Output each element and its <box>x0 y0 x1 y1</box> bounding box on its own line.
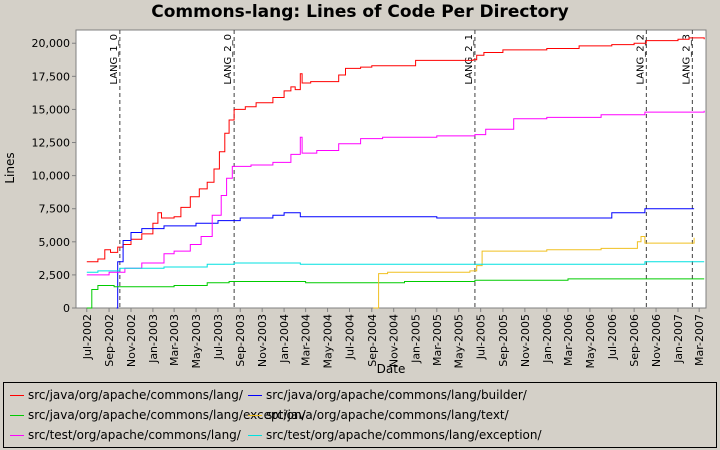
chart-plot: 0 2,500 5,000 7,500 10,000 12,500 15,000 17,500… <box>3 29 707 376</box>
legend-label: src/test/org/apache/commons/lang/excepti… <box>266 428 542 442</box>
release-marker-label: LANG_2_1 <box>464 34 475 85</box>
y-tick-label: 5,000 <box>39 236 71 249</box>
x-tick-label: May-2006 <box>584 314 597 369</box>
y-tick-label: 2,500 <box>39 269 71 282</box>
x-tick-label: Sep-2003 <box>234 314 247 367</box>
y-axis: 0 2,500 5,000 7,500 10,000 12,500 15,000 17,500… <box>32 37 76 315</box>
x-tick-label: Sep-2002 <box>103 314 116 367</box>
x-tick-label: Mar-2005 <box>431 314 444 366</box>
x-tick-label: Jul-2002 <box>81 314 94 360</box>
series-line-4 <box>86 110 705 276</box>
y-tick-label: 12,500 <box>32 137 71 150</box>
x-tick-label: Jan-2005 <box>410 314 423 364</box>
x-axis: Jul-2002 Sep-2002 Nov-2002 Jan-2003 Mar-2003… <box>81 308 706 369</box>
chart-title: Commons-lang: Lines of Code Per Director… <box>151 2 569 22</box>
y-tick-label: 7,500 <box>39 203 71 216</box>
x-tick-label: May-2003 <box>190 314 203 369</box>
y-tick-label: 20,000 <box>32 37 71 50</box>
legend: src/java/org/apache/commons/lang/src/jav… <box>3 382 717 448</box>
series-line-0 <box>86 37 705 263</box>
legend-item: src/test/org/apache/commons/lang/ <box>10 426 241 444</box>
legend-item: src/java/org/apache/commons/lang/builder… <box>248 386 527 404</box>
x-tick-label: Jul-2005 <box>475 314 488 360</box>
series-line-5 <box>86 261 705 273</box>
x-tick-label: Nov-2004 <box>388 314 401 367</box>
y-axis-label: Lines <box>3 152 17 183</box>
series-line-2 <box>86 278 705 309</box>
legend-label: src/java/org/apache/commons/lang/ <box>28 388 243 402</box>
x-tick-label: Nov-2005 <box>519 314 532 367</box>
x-tick-label: Jan-2004 <box>278 314 291 364</box>
series-line-3 <box>373 236 695 309</box>
x-tick-label: Mar-2007 <box>693 314 706 366</box>
x-tick-label: Jul-2006 <box>606 314 619 360</box>
release-marker-label: LANG_2_0 <box>223 34 234 85</box>
series-lines <box>86 37 705 309</box>
x-tick-label: Sep-2006 <box>628 314 641 367</box>
x-tick-label: Nov-2006 <box>650 314 663 367</box>
x-tick-label: Sep-2005 <box>497 314 510 367</box>
x-tick-label: Nov-2002 <box>125 314 138 367</box>
release-marker-label: LANG_2_3 <box>681 34 692 85</box>
legend-label: src/java/org/apache/commons/lang/excepti… <box>28 408 306 422</box>
release-marker-label: LANG_1_0 <box>109 34 120 85</box>
x-tick-label: May-2004 <box>322 314 335 369</box>
release-marker-label: LANG_2_2 <box>635 34 646 85</box>
legend-swatch <box>10 415 24 416</box>
x-tick-label: Mar-2004 <box>300 314 313 366</box>
series-line-1 <box>116 208 695 309</box>
legend-swatch <box>10 435 24 436</box>
x-axis-label: Date <box>377 362 406 376</box>
x-tick-label: Mar-2006 <box>562 314 575 366</box>
legend-item: src/java/org/apache/commons/lang/text/ <box>248 406 509 424</box>
x-tick-label: Jan-2003 <box>147 314 160 364</box>
x-tick-label: Jul-2004 <box>343 314 356 360</box>
legend-label: src/java/org/apache/commons/lang/text/ <box>266 408 509 422</box>
legend-item: src/java/org/apache/commons/lang/excepti… <box>10 406 306 424</box>
legend-swatch <box>248 395 262 396</box>
plot-area <box>75 29 707 309</box>
x-tick-label: Jan-2006 <box>541 314 554 364</box>
x-tick-label: Jul-2003 <box>212 314 225 360</box>
x-tick-label: Jan-2007 <box>672 314 685 364</box>
y-tick-label: 10,000 <box>32 170 71 183</box>
x-tick-label: May-2005 <box>453 314 466 369</box>
x-tick-label: Mar-2003 <box>168 314 181 366</box>
y-tick-label: 15,000 <box>32 103 71 116</box>
y-tick-label: 17,500 <box>32 70 71 83</box>
legend-swatch <box>248 415 262 416</box>
legend-label: src/java/org/apache/commons/lang/builder… <box>266 388 527 402</box>
x-tick-label: Sep-2004 <box>366 314 379 367</box>
legend-swatch <box>248 435 262 436</box>
legend-swatch <box>10 395 24 396</box>
legend-item: src/java/org/apache/commons/lang/ <box>10 386 243 404</box>
y-tick-label: 0 <box>63 302 70 315</box>
legend-item: src/test/org/apache/commons/lang/excepti… <box>248 426 542 444</box>
legend-label: src/test/org/apache/commons/lang/ <box>28 428 241 442</box>
x-tick-label: Nov-2003 <box>256 314 269 367</box>
